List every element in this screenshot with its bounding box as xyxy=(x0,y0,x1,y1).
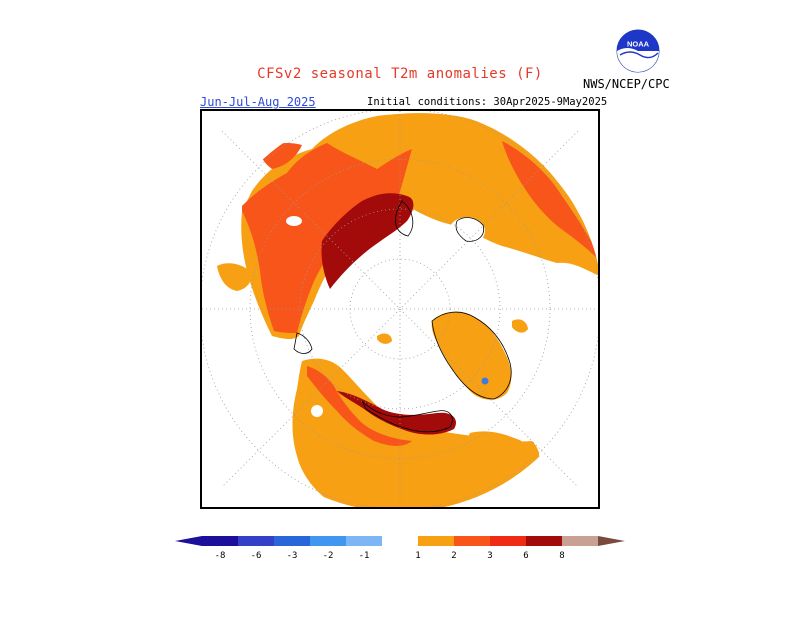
legend-tick-label: 1 xyxy=(415,551,420,561)
canadian-neutral-patch xyxy=(286,216,302,226)
noaa-logo: NOAA xyxy=(616,29,660,73)
noaa-logo-text: NOAA xyxy=(627,40,650,49)
legend-swatch-6 xyxy=(382,536,418,546)
legend-tick-label: 3 xyxy=(487,551,492,561)
legend-tick-label: 8 xyxy=(559,551,564,561)
iceland-warm-patch xyxy=(512,319,528,333)
legend-swatch-11 xyxy=(562,536,598,546)
legend-swatch-9 xyxy=(490,536,526,546)
legend-swatch-5 xyxy=(346,536,382,546)
legend-tick-label: 2 xyxy=(451,551,456,561)
svalbard-warm-patch xyxy=(377,333,392,344)
legend-swatch-1 xyxy=(202,536,238,546)
season-label: Jun-Jul-Aug 2025 xyxy=(200,95,316,109)
legend-tick-label: -1 xyxy=(359,551,370,561)
canada-east-hot-band xyxy=(502,141,598,261)
cold-anomaly-dot xyxy=(481,377,489,385)
legend-tick-label: -3 xyxy=(287,551,298,561)
initial-conditions-label: Initial conditions: 30Apr2025-9May2025 xyxy=(367,96,608,108)
legend-lower-arrow xyxy=(175,536,202,546)
legend-tick-label: 6 xyxy=(523,551,528,561)
canada-interior-very-hot xyxy=(321,193,414,289)
legend-swatch-7 xyxy=(418,536,454,546)
legend-upper-arrow xyxy=(598,536,625,546)
anomaly-map xyxy=(200,109,600,509)
chart-title: CFSv2 seasonal T2m anomalies (F) xyxy=(257,66,543,82)
europe-neutral-patch xyxy=(311,405,323,417)
legend-swatch-4 xyxy=(310,536,346,546)
legend-swatch-3 xyxy=(274,536,310,546)
legend-swatch-10 xyxy=(526,536,562,546)
legend-tick-label: -6 xyxy=(251,551,262,561)
alaska-warm-region xyxy=(217,263,252,291)
color-legend: -8 -6 -3 -2 -1 1 2 3 6 8 xyxy=(175,536,625,561)
legend-swatch-2 xyxy=(238,536,274,546)
legend-swatch-8 xyxy=(454,536,490,546)
greenland-warm-region xyxy=(431,311,512,400)
hudson-bay-neutral xyxy=(449,217,485,245)
agency-label: NWS/NCEP/CPC xyxy=(583,77,670,91)
siberia-very-hot xyxy=(337,391,457,435)
legend-tick-label: -8 xyxy=(215,551,226,561)
legend-tick-label: -2 xyxy=(323,551,334,561)
europe-hot-band xyxy=(307,366,412,446)
